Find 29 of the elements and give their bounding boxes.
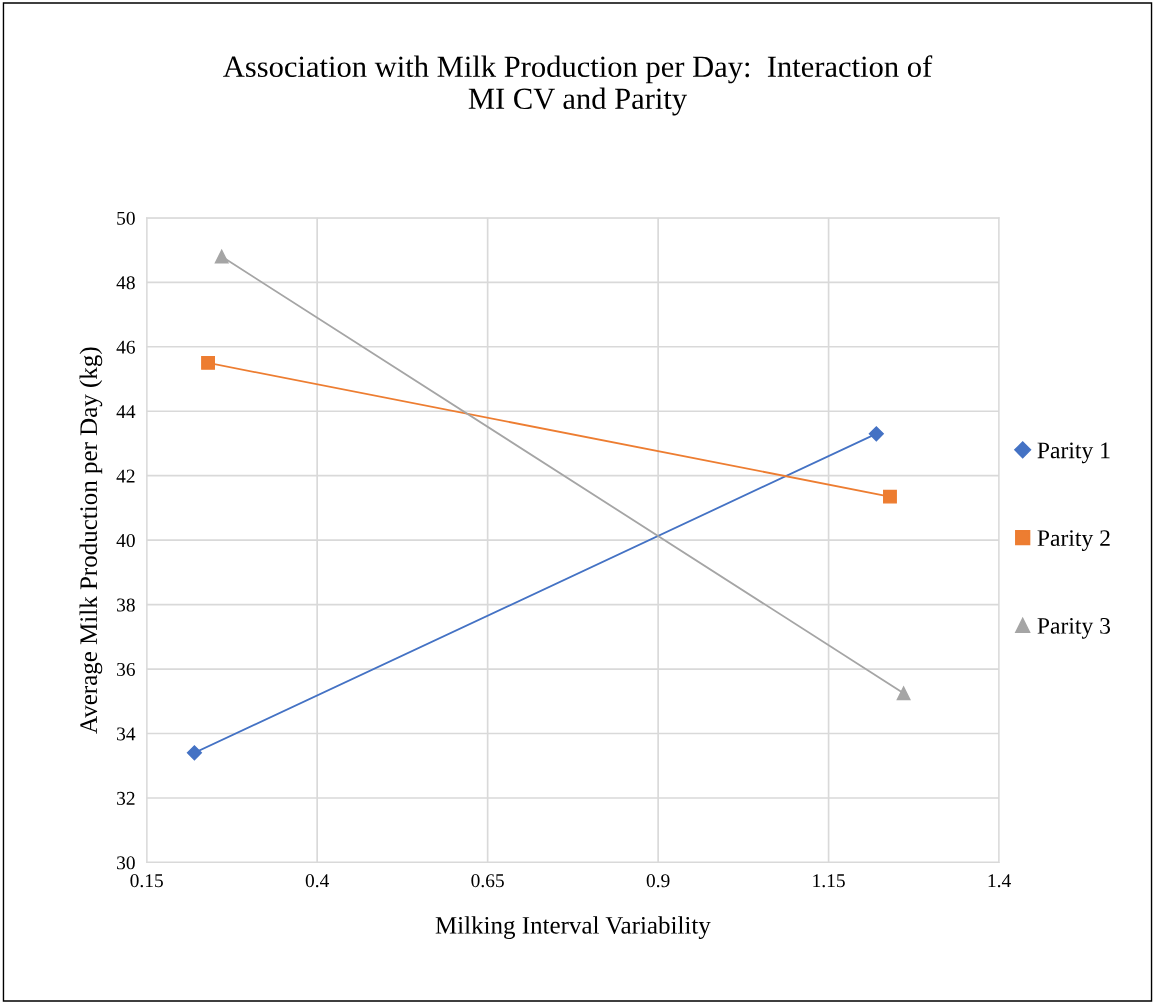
y-axis-title: Average Milk Production per Day (kg)	[79, 347, 103, 734]
point	[214, 249, 229, 264]
y-tick-label: 50	[117, 211, 135, 225]
legend-label: Parity 2	[1037, 530, 1110, 551]
y-tick-label: 42	[116, 469, 135, 483]
point	[883, 489, 897, 504]
x-tick-label: 0.15	[130, 874, 163, 888]
y-tick-label: 40	[116, 533, 135, 548]
legend-label: Parity 3	[1037, 617, 1111, 639]
x-axis-title: Milking Interval Variability	[435, 916, 711, 939]
x-tick-label: 1.4	[988, 874, 1011, 888]
x-tick-label: 0.4	[305, 874, 330, 888]
point	[186, 745, 202, 761]
x-tick-label: 1.15	[813, 874, 845, 888]
y-tick-label: 34	[117, 727, 136, 741]
y-tick-label: 36	[117, 662, 135, 676]
y-tick-label: 32	[117, 791, 135, 805]
x-tick-label: 0.9	[646, 874, 670, 888]
point	[201, 355, 216, 370]
legend-label: Parity 1	[1037, 442, 1110, 464]
y-tick-label: 48	[116, 276, 135, 290]
x-tick-label: 0.65	[471, 874, 504, 888]
point	[868, 426, 884, 442]
y-tick-label: 46	[116, 340, 135, 354]
y-tick-label: 30	[117, 856, 135, 870]
y-tick-label: 38	[117, 598, 135, 612]
point	[896, 686, 911, 701]
chart-title: Association with Milk Production per Day: Interaction of MI CV and Parity	[223, 55, 933, 116]
y-tick-label: 44	[116, 405, 136, 418]
